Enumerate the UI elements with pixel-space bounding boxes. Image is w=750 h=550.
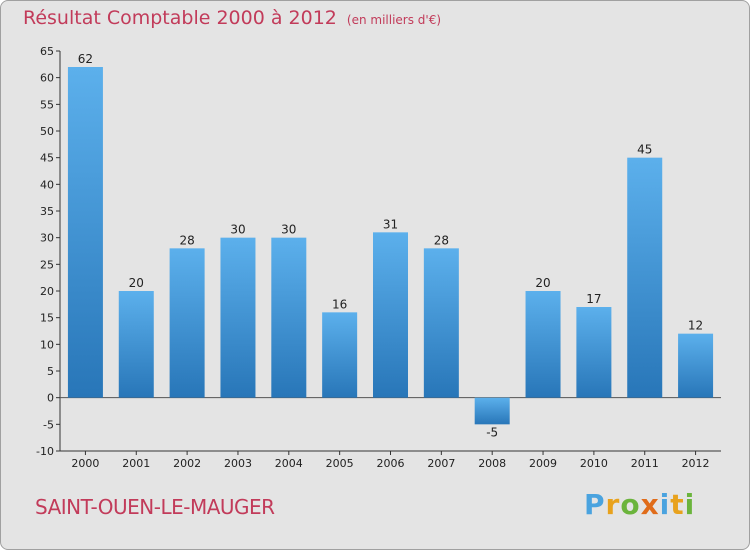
commune-name: SAINT-OUEN-LE-MAUGER [35,495,275,519]
bar-value-label: 16 [332,297,347,311]
x-tick-label: 2006 [377,457,405,470]
y-tick-label: 25 [40,258,54,271]
logo-letter: i [659,488,671,521]
bar-value-label: 20 [129,276,144,290]
bar-2000 [67,67,103,398]
y-tick-label: 45 [40,152,54,165]
logo-letter: i [684,488,696,521]
bar-2003 [220,237,256,398]
y-tick-label: 55 [40,98,54,111]
y-tick-label: 50 [40,125,54,138]
bar-value-label: 62 [78,52,93,66]
bar-2006 [373,232,408,398]
x-tick-label: 2003 [224,457,252,470]
bar-2012 [678,333,714,398]
bar-2001 [118,291,154,398]
y-tick-label: 15 [40,312,54,325]
y-tick-label: 65 [40,45,54,58]
x-tick-label: 2009 [529,457,557,470]
chart-title-text: Résultat Comptable 2000 à 2012 [23,7,337,29]
y-tick-label: 35 [40,205,54,218]
bar-2005 [322,312,358,398]
x-tick-label: 2002 [173,457,201,470]
proxiti-logo: Proxiti [584,488,695,521]
logo-letter: t [670,488,685,521]
bar-value-label: -5 [486,425,498,439]
bar-value-label: 31 [383,217,398,231]
bar-value-label: 30 [230,223,245,237]
logo-letter: o [620,488,641,521]
x-tick-label: 2010 [580,457,608,470]
bar-value-label: 45 [637,143,652,157]
y-tick-label: 30 [40,232,54,245]
bar-value-label: 20 [535,276,550,290]
bar-2008 [474,397,510,425]
bar-value-label: 28 [434,233,449,247]
x-tick-label: 2007 [427,457,455,470]
logo-letter: P [584,488,606,521]
y-tick-label: 10 [40,338,54,351]
y-tick-label: 0 [47,392,54,405]
bar-value-label: 28 [179,233,194,247]
bar-2002 [169,248,205,398]
bar-value-label: 30 [281,223,296,237]
x-tick-label: 2000 [71,457,99,470]
y-tick-label: -5 [43,418,54,431]
bar-2009 [525,291,561,398]
logo-letter: r [605,488,621,521]
bar-2010 [576,307,612,398]
y-tick-label: 40 [40,178,54,191]
y-tick-label: 60 [40,72,54,85]
x-tick-label: 2001 [122,457,150,470]
logo-letter: x [640,488,660,521]
chart-subtitle: (en milliers d'€) [346,13,442,27]
x-tick-label: 2012 [682,457,710,470]
x-tick-label: 2004 [275,457,303,470]
y-tick-label: -10 [36,445,54,458]
bar-2011 [627,157,663,398]
bar-2004 [271,237,307,398]
x-tick-label: 2011 [631,457,659,470]
bar-2007 [423,248,459,398]
x-tick-label: 2008 [478,457,506,470]
x-tick-label: 2005 [326,457,354,470]
y-tick-label: 20 [40,285,54,298]
chart-title: Résultat Comptable 2000 à 2012 (en millie… [23,7,441,29]
bar-value-label: 12 [688,319,703,333]
bar-value-label: 17 [586,292,601,306]
y-tick-label: 5 [47,365,54,378]
